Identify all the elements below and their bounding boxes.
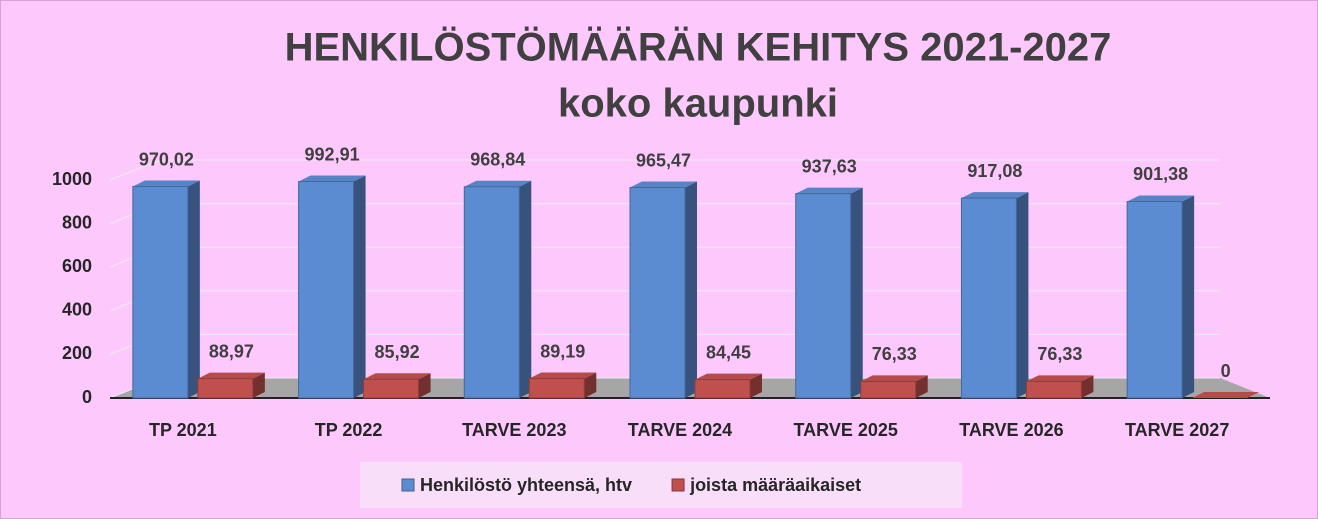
chart-title: HENKILÖSTÖMÄÄRÄN KEHITYS 2021-2027 bbox=[285, 25, 1112, 70]
y-tick-label: 400 bbox=[62, 300, 92, 320]
bar-side bbox=[519, 180, 532, 398]
data-label: 88,97 bbox=[209, 341, 254, 361]
bar-top bbox=[860, 375, 928, 382]
bar-top bbox=[630, 181, 697, 188]
bar-top bbox=[961, 192, 1029, 199]
x-tick-label: TARVE 2025 bbox=[794, 420, 898, 440]
bar-side bbox=[1182, 195, 1195, 398]
data-label: 970,02 bbox=[139, 149, 194, 169]
bar-top bbox=[529, 372, 597, 379]
y-tick-label: 600 bbox=[62, 256, 92, 276]
y-tick-label: 0 bbox=[82, 387, 92, 407]
legend-swatch bbox=[671, 478, 685, 492]
bar-top bbox=[1026, 375, 1094, 382]
x-tick-label: TARVE 2026 bbox=[959, 420, 1063, 440]
data-label: 965,47 bbox=[636, 150, 691, 170]
bar-top bbox=[695, 373, 762, 380]
data-label: 89,19 bbox=[540, 341, 585, 361]
bar-top bbox=[197, 372, 265, 379]
y-tick-label: 1000 bbox=[52, 169, 92, 189]
bar-top bbox=[363, 373, 431, 380]
data-label: 917,08 bbox=[967, 161, 1022, 181]
bar-top bbox=[464, 180, 532, 187]
y-tick-label: 800 bbox=[62, 212, 92, 232]
data-label: 901,38 bbox=[1133, 164, 1188, 184]
bar-side bbox=[1081, 375, 1094, 398]
grid-line bbox=[109, 159, 161, 181]
x-tick-label: TP 2022 bbox=[315, 420, 383, 440]
bar-side bbox=[750, 373, 762, 398]
bar bbox=[629, 187, 686, 399]
bar-top bbox=[1192, 392, 1260, 398]
bar bbox=[1126, 200, 1183, 399]
bar bbox=[960, 197, 1017, 399]
bar-top bbox=[298, 175, 366, 182]
bar bbox=[197, 378, 254, 399]
bar-side bbox=[915, 375, 928, 398]
chart-subtitle: koko kaupunki bbox=[558, 82, 838, 126]
data-label: 76,33 bbox=[1037, 344, 1082, 364]
data-label: 968,84 bbox=[470, 150, 525, 170]
data-label: 84,45 bbox=[706, 342, 751, 362]
bar bbox=[298, 181, 355, 399]
x-tick-label: TARVE 2027 bbox=[1125, 420, 1229, 440]
legend bbox=[360, 462, 962, 508]
data-label: 76,33 bbox=[872, 344, 917, 364]
bar-side bbox=[252, 372, 265, 398]
x-tick-label: TARVE 2024 bbox=[628, 420, 732, 440]
bar-side bbox=[353, 175, 366, 398]
data-label: 85,92 bbox=[375, 342, 420, 362]
bar bbox=[860, 380, 917, 399]
legend-swatch bbox=[401, 478, 415, 492]
bar bbox=[795, 193, 852, 399]
data-label: 992,91 bbox=[305, 144, 360, 164]
bar bbox=[694, 379, 751, 399]
legend-label: Henkilöstö yhteensä, htv bbox=[420, 475, 632, 495]
x-tick-label: TARVE 2023 bbox=[462, 420, 566, 440]
bar bbox=[363, 378, 420, 399]
bar bbox=[528, 378, 585, 399]
data-label: 0 bbox=[1221, 361, 1231, 381]
legend-label: joista määräaikaiset bbox=[689, 475, 861, 495]
bar-side bbox=[187, 180, 200, 398]
bar bbox=[1025, 380, 1082, 399]
data-label: 937,63 bbox=[802, 156, 857, 176]
bar-top bbox=[132, 180, 200, 187]
bar-side bbox=[584, 372, 597, 398]
bar-side bbox=[850, 187, 863, 398]
bar bbox=[132, 186, 189, 399]
bar-top bbox=[795, 187, 863, 194]
bar-side bbox=[685, 181, 697, 398]
bar bbox=[463, 186, 520, 399]
x-tick-label: TP 2021 bbox=[149, 420, 217, 440]
y-tick-label: 200 bbox=[62, 343, 92, 363]
bar-side bbox=[418, 373, 431, 398]
bar-side bbox=[1016, 192, 1029, 398]
bar-top bbox=[1127, 195, 1195, 202]
